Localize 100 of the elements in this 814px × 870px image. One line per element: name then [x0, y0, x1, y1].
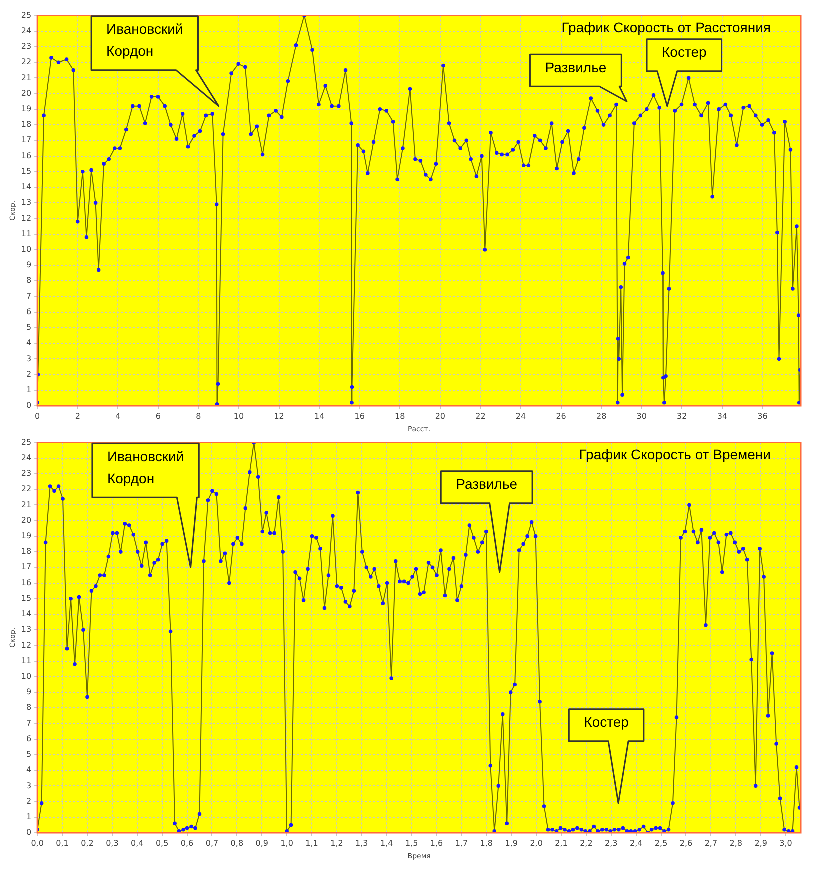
y-tick-label: 8 — [26, 276, 32, 286]
y-tick-label: 9 — [26, 688, 32, 697]
x-tick-label: 24 — [516, 412, 526, 421]
x-tick-label: 4 — [116, 412, 121, 421]
x-tick-label: 0,0 — [31, 838, 44, 848]
x-tick-label: 2,5 — [654, 838, 668, 848]
x-tick-label: 2,3 — [605, 838, 618, 848]
x-tick-label: 1,7 — [455, 838, 468, 848]
x-tick-label: 1,5 — [405, 838, 418, 848]
y-tick-label: 14 — [21, 182, 32, 192]
x-tick-label: 0,7 — [206, 838, 219, 848]
y-tick-label: 19 — [21, 532, 32, 541]
x-tick-label: 2,8 — [730, 838, 742, 848]
y-tick-label: 15 — [21, 166, 32, 176]
y-tick-label: 21 — [21, 500, 32, 510]
y-tick-label: 15 — [21, 594, 32, 603]
y-tick-label: 11 — [21, 656, 32, 666]
x-tick-label: 1,1 — [306, 838, 318, 848]
x-tick-label: 32 — [677, 412, 688, 421]
y-tick-label: 16 — [21, 578, 32, 588]
y-tick-label: 12 — [21, 214, 32, 223]
y-tick-label: 16 — [21, 151, 32, 160]
x-tick-label: 36 — [758, 412, 768, 421]
x-tick-label: 0,4 — [131, 838, 144, 848]
x-tick-label: 1,3 — [356, 838, 368, 848]
y-tick-label: 13 — [21, 625, 32, 634]
y-tick-label: 23 — [21, 42, 32, 52]
x-tick-label: 1,2 — [330, 838, 344, 848]
y-tick-label: 9 — [26, 260, 32, 270]
x-tick-label: 0,5 — [156, 838, 169, 848]
x-tick-label: 1,0 — [280, 838, 294, 848]
x-tick-label: 0,8 — [230, 838, 244, 848]
y-tick-label: 1 — [26, 812, 32, 822]
y-tick-label: 17 — [21, 562, 32, 572]
y-tick-label: 17 — [21, 136, 32, 145]
y-tick-label: 22 — [21, 58, 32, 67]
x-tick-label: 2 — [75, 412, 80, 421]
y-tick-label: 25 — [21, 438, 32, 447]
annotation: Развилье — [545, 60, 607, 76]
y-tick-label: 0 — [26, 828, 32, 838]
x-tick-label: 26 — [556, 412, 566, 421]
y-tick-label: 10 — [21, 672, 32, 681]
x-tick-label: 6 — [156, 412, 161, 421]
x-tick-label: 1,4 — [380, 838, 394, 848]
y-tick-label: 2 — [26, 796, 32, 806]
y-tick-label: 0 — [26, 401, 32, 410]
y-tick-label: 24 — [21, 26, 32, 36]
annotation: Развилье — [456, 476, 518, 492]
y-tick-label: 5 — [26, 323, 32, 332]
x-tick-label: 10 — [234, 412, 244, 421]
y-tick-label: 6 — [26, 307, 32, 316]
x-tick-label: 1,9 — [505, 838, 518, 848]
y-tick-label: 1 — [26, 385, 32, 394]
y-tick-label: 20 — [21, 516, 32, 525]
y-tick-label: 23 — [21, 469, 32, 478]
y-tick-label: 5 — [26, 750, 32, 760]
x-tick-label: 2,6 — [680, 838, 693, 848]
y-tick-label: 21 — [21, 73, 32, 82]
y-tick-label: 10 — [21, 245, 32, 254]
x-tick-label: 28 — [596, 412, 607, 421]
x-tick-label: 2,7 — [704, 838, 718, 848]
x-tick-label: 34 — [717, 412, 728, 421]
annotation: Костер — [662, 44, 707, 60]
annotation: Костер — [584, 714, 630, 730]
x-tick-label: 1,8 — [480, 838, 494, 848]
chart-title: График Скорость от Расстояния — [562, 20, 771, 36]
x-tick-label: 2,9 — [754, 838, 768, 848]
y-tick-label: 3 — [26, 781, 32, 790]
x-tick-label: 16 — [354, 412, 365, 421]
x-tick-label: 0 — [35, 412, 40, 421]
x-tick-label: 18 — [395, 412, 406, 421]
y-tick-label: 6 — [26, 734, 32, 744]
y-tick-label: 2 — [26, 370, 32, 379]
y-tick-label: 19 — [21, 104, 32, 114]
x-tick-label: 0,3 — [106, 838, 119, 848]
y-tick-label: 3 — [26, 354, 32, 364]
x-tick-label: 0,1 — [56, 838, 69, 848]
x-tick-label: 2,2 — [580, 838, 593, 848]
y-tick-label: 18 — [21, 120, 32, 130]
y-tick-label: 4 — [26, 766, 32, 775]
y-tick-label: 13 — [21, 198, 32, 208]
y-tick-label: 8 — [26, 703, 32, 712]
y-tick-label: 22 — [21, 484, 32, 494]
y-tick-label: 7 — [26, 292, 32, 301]
x-tick-label: 3,0 — [780, 838, 792, 848]
x-tick-label: 22 — [476, 412, 486, 421]
chart-title: График Скорость от Времени — [579, 446, 771, 463]
x-tick-label: 2,4 — [630, 838, 643, 848]
x-tick-label: 0,2 — [81, 838, 94, 848]
y-tick-label: 14 — [21, 610, 32, 619]
x-tick-label: 14 — [314, 412, 325, 421]
x-tick-label: 2,0 — [530, 838, 543, 848]
y-tick-label: 24 — [21, 453, 32, 462]
x-tick-label: 2,1 — [555, 838, 568, 848]
x-tick-label: 12 — [274, 412, 284, 421]
x-tick-label: 0,6 — [180, 838, 194, 848]
x-tick-label: 30 — [636, 412, 647, 421]
x-tick-label: 0,9 — [256, 838, 268, 848]
y-tick-label: 11 — [21, 229, 32, 238]
x-tick-label: 1,6 — [430, 838, 444, 848]
